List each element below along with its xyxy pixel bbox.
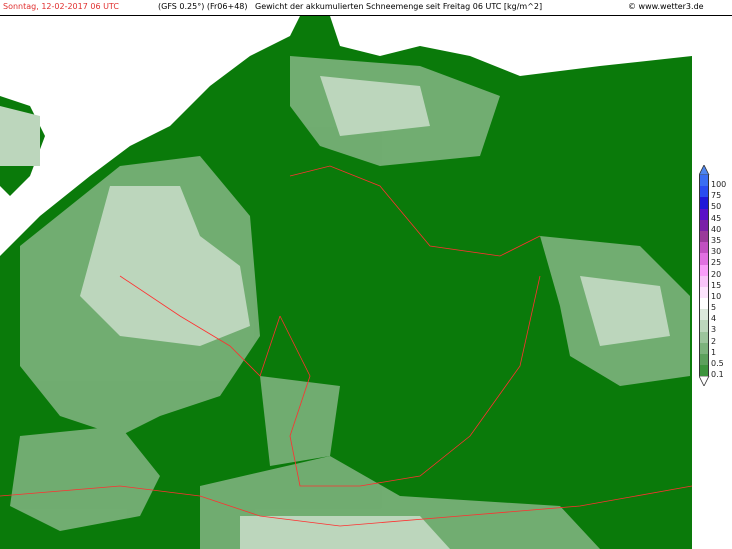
legend-level: 25 bbox=[697, 253, 732, 268]
legend-level: 20 bbox=[697, 264, 732, 279]
legend-level: 45 bbox=[697, 208, 732, 223]
legend-swatch bbox=[699, 342, 709, 354]
legend-top-arrow bbox=[699, 165, 710, 175]
legend-level: 40 bbox=[697, 219, 732, 234]
credit-label: © www.wetter3.de bbox=[628, 2, 704, 11]
legend-label: 35 bbox=[711, 235, 722, 245]
legend-label: 75 bbox=[711, 191, 722, 201]
legend-level: 2 bbox=[697, 331, 732, 346]
legend-level: 15 bbox=[697, 275, 732, 290]
legend-swatch bbox=[699, 365, 709, 377]
legend-swatch bbox=[699, 230, 709, 243]
snow-map bbox=[0, 16, 692, 549]
map-header: Sonntag, 12-02-2017 06 UTC (GFS 0.25°) (… bbox=[0, 0, 732, 16]
legend-swatch bbox=[699, 275, 709, 287]
legend-label: 3 bbox=[711, 325, 717, 335]
legend-swatch bbox=[699, 175, 709, 187]
legend-label: 40 bbox=[711, 224, 722, 234]
legend-label: 100 bbox=[711, 180, 727, 189]
legend-level: 0.1 bbox=[697, 365, 732, 380]
legend-label: 25 bbox=[711, 258, 722, 268]
legend-label: 4 bbox=[711, 314, 717, 324]
legend-label: 10 bbox=[711, 291, 722, 301]
legend-swatch bbox=[699, 197, 709, 209]
country-borders bbox=[0, 165, 692, 527]
legend-swatch bbox=[699, 286, 709, 299]
legend-level: 10 bbox=[697, 286, 732, 301]
legend-level: 1 bbox=[697, 342, 732, 357]
legend-label: 45 bbox=[711, 213, 722, 223]
map-title: Gewicht der akkumulierten Schneemenge se… bbox=[255, 2, 543, 11]
legend-swatch bbox=[699, 309, 709, 321]
legend-label: 1 bbox=[711, 347, 717, 357]
model-label: (GFS 0.25°) (Fr06+48) bbox=[158, 2, 248, 11]
legend-label: 2 bbox=[711, 336, 717, 346]
legend-swatch bbox=[699, 186, 709, 198]
legend-swatch bbox=[699, 219, 709, 231]
legend-swatch bbox=[699, 354, 709, 366]
legend-bottom-arrow bbox=[699, 376, 710, 387]
baltic-sea bbox=[330, 16, 692, 76]
legend-level: 5 bbox=[697, 298, 732, 313]
legend-level: 3 bbox=[697, 320, 732, 335]
legend-level: 30 bbox=[697, 242, 732, 257]
legend-level: 0.5 bbox=[697, 354, 732, 368]
legend-label: 50 bbox=[711, 202, 722, 212]
legend-label: 0.1 bbox=[711, 370, 724, 380]
legend-level: 100 bbox=[697, 175, 732, 189]
legend: 100 75 50 45 40 35 30 25 20 15 10 5 4 3 2 1 0.5 0.1 bbox=[697, 165, 732, 387]
date-label: Sonntag, 12-02-2017 06 UTC bbox=[3, 2, 119, 11]
legend-label: 30 bbox=[711, 247, 722, 257]
legend-label: 5 bbox=[711, 303, 717, 313]
legend-label: 15 bbox=[711, 280, 722, 290]
sea bbox=[0, 16, 300, 256]
legend-swatch bbox=[699, 242, 709, 254]
legend-label: 20 bbox=[711, 269, 722, 279]
legend-swatch bbox=[699, 208, 709, 220]
heavier-snow bbox=[0, 76, 670, 549]
legend-swatch bbox=[699, 320, 709, 332]
legend-swatch bbox=[699, 331, 709, 343]
legend-level: 50 bbox=[697, 197, 732, 212]
legend-level: 75 bbox=[697, 186, 732, 201]
legend-level: 4 bbox=[697, 309, 732, 324]
legend-label: 0.5 bbox=[711, 359, 724, 368]
legend-swatch bbox=[699, 264, 709, 276]
legend-swatch bbox=[699, 253, 709, 265]
legend-swatch bbox=[699, 298, 709, 310]
legend-level: 35 bbox=[697, 230, 732, 245]
